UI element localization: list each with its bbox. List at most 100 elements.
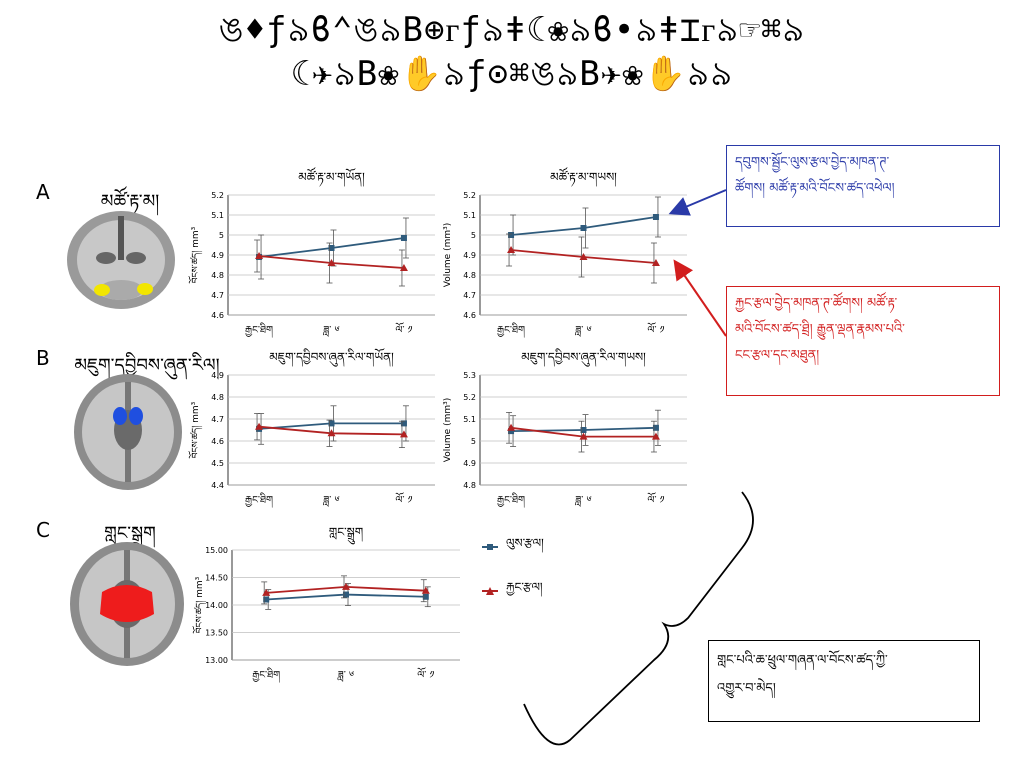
y-tick-label: 5.1 [463,415,476,424]
slide-title: ঙ♦ƒ৯ϐ⌃ঙ৯B⊕ᴦƒ৯ǂ☾❀৯ϐ•৯ǂ⌶ᴦ৯☞⌘৯ ☾✈৯B❀✋৯ƒ⊙⌘ঙ৯… [218,10,806,94]
chart-title: མཇུག་དབྱིབས་ཞུན་རིལ་གཡོན། [269,348,394,367]
legend-patient-marker-icon [482,587,498,595]
chart-putamen: གླང་སྒྲུག13.0013.5014.0014.5015.00རྒྱང་ཐ… [192,525,460,683]
y-axis-label: བོངས་ཚད། mm³ [188,226,203,283]
data-point-patient [327,259,336,266]
chart-title: མཇུག་དབྱིབས་ཞུན་རིལ་གཡས། [521,348,646,367]
y-tick-label: 4.7 [211,291,224,300]
region-label-hippocampus: མཚོ་རྟ་མ། [100,191,160,212]
y-tick-label: 5.1 [463,211,476,220]
x-tick-label: ཟླ་ ༦ [322,325,339,337]
data-point-healthy [580,427,587,433]
chart-caudate-left: མཇུག་དབྱིབས་ཞུན་རིལ་གཡོན། 4.4 4.5 4.6 4.7 4.8… [188,348,435,508]
callout-black: གླང་པའི་ཆ་ཕྲུལ་གཞན་ལ་བོངས་ཚད་ཀྱི་ འགྱུར་… [708,640,980,722]
y-tick-label: 4.9 [463,459,476,468]
data-point-healthy [343,591,349,598]
legend: ལུས་རྩལ། རྐྱང་རྩལ། [482,530,544,608]
y-tick-label: 4.8 [211,393,224,402]
blue-arrow [668,189,727,216]
data-point-healthy [652,424,659,431]
y-axis-label: Volume (mm³) [443,398,453,463]
y-tick-label: 4.8 [463,271,476,280]
chart-hippocampus-left: མཚོ་རྟ་མ་གཡོན། 4.6 4.7 4.8 4.9 5 5.1 5.2 རྒྱང་ཐི… [188,167,435,338]
data-point-healthy [508,232,515,238]
data-point-healthy [652,214,659,220]
y-tick-label: 5.2 [463,393,476,402]
x-tick-label: རྒྱང་ཐིག [497,322,525,338]
x-tick-label: ལོ་ ༡ [417,667,434,681]
y-tick-label: 5 [471,437,476,446]
y-tick-label: 14.00 [205,601,228,610]
y-tick-label: 5.2 [463,191,476,200]
y-tick-label: 5.3 [463,371,476,380]
callout-red: རྐྱང་རྩལ་བྱེད་མཁན་ཊ་ཚོགས། མཚོ་རྟ་ མའི་བོ… [726,286,1000,396]
y-tick-label: 4.4 [211,481,224,490]
legend-healthy-marker-icon [482,544,498,550]
y-tick-label: 5 [219,231,224,240]
x-tick-label: ཟླ་ ༦ [337,670,354,682]
y-tick-label: 4.7 [463,291,476,300]
callout-blue: དབུགས་སྦྱོང་ལུས་རྩལ་བྱེད་མཁན་ཊ་ ཚོགས། མཚ… [726,145,1000,227]
y-tick-label: 4.9 [211,371,224,380]
row-letter-a: A [36,180,50,204]
y-tick-label: 4.6 [211,437,224,446]
row-letter-c: C [36,518,50,542]
data-point-patient [579,253,588,260]
data-point-patient [342,582,350,590]
x-tick-label: རྒྱང་ཐིག [245,322,273,338]
data-point-patient [255,422,264,430]
y-tick-label: 4.8 [211,271,224,280]
x-tick-label: ལོ་ ༡ [395,322,412,336]
y-tick-label: 4.8 [463,481,476,490]
data-point-healthy [263,596,270,603]
x-tick-label: ལོ་ ༡ [395,492,412,506]
y-axis-label: Volume (mm³) [443,223,453,288]
chart-title: མཚོ་རྟ་མ་གཡོན། [298,167,365,187]
y-axis-label: བོངས་ཚད། mm³ [188,401,203,458]
data-point-patient [651,259,660,266]
data-point-patient [507,246,516,253]
brain-coronal-image [67,211,175,309]
chart-hippocampus-right: མཚོ་རྟ་མ་གཡས། 4.6 4.7 4.8 4.9 5 5.1 5.2 རྒྱང་ཐིག… [443,167,687,338]
caudate-left-marker [113,407,127,425]
x-tick-label: ཟླ་ ༦ [574,495,591,507]
x-tick-label: རྒྱང་ཐིག [245,492,273,508]
y-tick-label: 4.9 [463,251,476,260]
chart-title: མཚོ་རྟ་མ་གཡས། [550,167,617,187]
y-axis-label: བོངས་ཚད། mm³ [192,576,207,633]
data-point-patient [579,432,588,440]
data-point-patient [255,252,264,259]
data-point-patient [262,588,271,596]
data-point-healthy [400,420,407,427]
data-point-healthy [508,428,515,435]
y-tick-label: 4.6 [211,311,224,320]
y-tick-label: 5.1 [211,211,224,220]
x-tick-label: ལོ་ ༡ [647,492,664,506]
data-point-patient [421,586,430,594]
legend-patient-label: རྐྱང་རྩལ། [506,580,543,594]
red-arrow [673,259,727,337]
y-tick-label: 4.6 [463,311,476,320]
putamen-marker [100,585,154,622]
data-point-patient [327,429,336,437]
y-tick-label: 4.9 [211,251,224,260]
data-point-patient [507,423,516,431]
y-tick-label: 13.00 [205,656,228,665]
region-label-putamen: གླང་སྒྲུག [104,523,156,544]
data-point-healthy [400,235,407,241]
x-tick-label: ཟླ་ ༦ [322,495,339,507]
brace-shape [523,491,754,746]
brain-axial-putamen-image [70,542,184,666]
y-tick-label: 5 [471,231,476,240]
data-point-healthy [328,420,335,427]
x-tick-label: རྒྱང་ཐིག [252,667,280,683]
hippocampus-right-marker [137,283,153,295]
data-point-healthy [422,593,429,600]
brain-axial-caudate-image [74,374,182,490]
x-tick-label: རྒྱང་ཐིག [497,492,525,508]
data-point-patient [399,430,408,438]
data-point-healthy [328,245,335,251]
hippocampus-left-marker [94,284,110,296]
legend-item-patient: རྐྱང་རྩལ། [482,574,544,608]
